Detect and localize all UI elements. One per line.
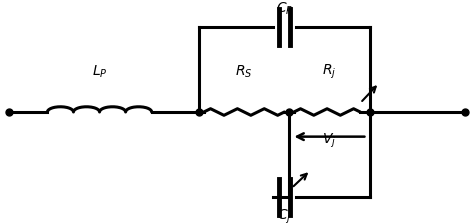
Text: $L_P$: $L_P$ [92, 63, 107, 80]
Text: $V_j$: $V_j$ [322, 132, 337, 150]
Text: $C_P$: $C_P$ [275, 1, 293, 17]
Text: $C_j$: $C_j$ [277, 208, 292, 224]
Text: $R_j$: $R_j$ [322, 62, 337, 81]
Text: $R_S$: $R_S$ [236, 63, 253, 80]
